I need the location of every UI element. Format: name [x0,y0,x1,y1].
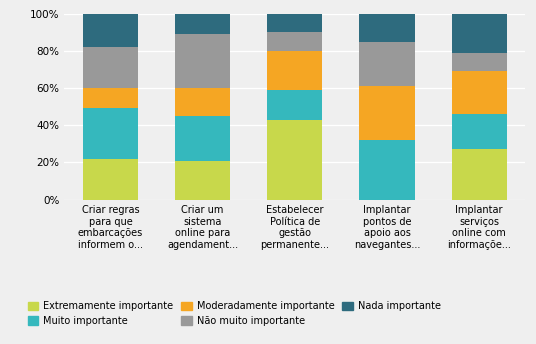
Bar [267,32,323,51]
Bar [175,34,230,88]
Legend: Extremamente importante, Muito importante, Moderadamente importante, Não muito i: Extremamente importante, Muito important… [28,301,441,326]
Bar [359,86,415,140]
Bar [359,14,415,42]
Bar [83,88,138,108]
Bar [451,114,507,149]
Bar [83,14,138,47]
Bar [175,161,230,200]
Bar [175,116,230,161]
Bar [83,159,138,200]
Bar [451,53,507,71]
Bar [359,42,415,86]
Bar [359,140,415,200]
Bar [267,14,323,32]
Bar [267,51,323,90]
Bar [83,47,138,88]
Bar [175,14,230,34]
Bar [175,88,230,116]
Bar [83,108,138,159]
Bar [451,149,507,200]
Bar [267,120,323,200]
Bar [451,14,507,53]
Bar [267,90,323,120]
Bar [451,71,507,114]
